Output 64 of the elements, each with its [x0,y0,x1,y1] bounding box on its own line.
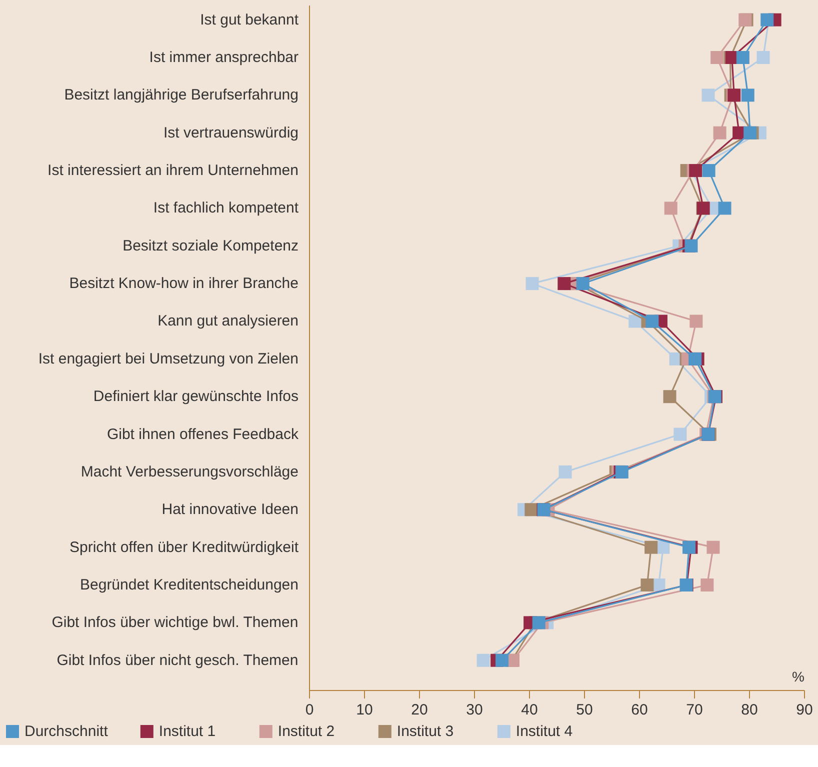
point [700,578,714,592]
y-tick-label: Gibt ihnen offenes Feedback [106,426,299,443]
point [702,88,715,102]
y-tick-label: Besitzt langjährige Berufserfahrung [64,86,299,104]
y-tick-label: Kann gut analysieren [158,312,299,330]
legend-label: Institut 1 [158,723,216,740]
point [644,540,658,554]
y-tick-label: Besitzt soziale Kompetenz [122,237,298,254]
legend-label: Institut 4 [516,723,573,740]
legend-label: Durchschnitt [24,723,109,740]
point [524,503,538,516]
point [706,540,720,554]
x-tick-label: 40 [521,702,538,718]
point [710,50,724,64]
point [532,616,546,630]
point [558,277,571,290]
x-tick-label: 90 [796,702,813,718]
point [689,164,702,178]
point [663,390,676,404]
point [646,314,659,328]
point [690,314,703,328]
point [476,654,490,667]
x-tick-label: 0 [305,702,314,718]
y-tick-label: Gibt Infos über wichtige bwl. Themen [52,614,298,632]
point [702,164,716,178]
point [664,202,678,215]
y-tick-label: Macht Verbesserungsvorschläge [80,463,299,480]
x-tick-label: 70 [686,702,703,718]
point [741,88,754,102]
y-tick-label: Ist vertrauenswürdig [163,124,299,142]
y-tick-label: Hat innovative Ideen [162,501,299,518]
x-tick-label: 80 [741,702,758,718]
x-tick-label: 10 [356,702,373,718]
y-tick-label: Besitzt Know-how in ihrer Branche [69,275,299,292]
y-tick-label: Begründet Kreditentscheidungen [80,576,299,594]
y-tick-label: Ist gut bekannt [200,11,300,28]
x-tick-label: 50 [576,702,593,718]
x-tick-label: 30 [466,702,483,718]
point [718,202,732,215]
point [526,277,539,290]
y-tick-label: Ist immer ansprechbar [149,48,299,66]
point [628,314,642,328]
point [682,540,696,554]
point [713,126,726,140]
point [756,50,770,64]
y-tick-label: Ist interessiert an ihrem Unternehmen [48,162,299,180]
x-axis-title: % [792,668,805,684]
point [640,578,654,592]
point [688,352,702,366]
y-tick-label: Gibt Infos über nicht gesch. Themen [56,652,298,669]
y-tick-label: Spricht offen über Kreditwürdigkeit [69,538,300,556]
x-tick-label: 60 [631,702,648,718]
point [496,654,508,667]
point [558,465,572,478]
point [684,239,698,252]
y-tick-label: Definiert klar gewünschte Infos [93,388,299,406]
point [576,277,590,290]
y-tick-label: Ist fachlich kompetent [153,200,300,217]
point [674,428,687,441]
point [736,50,750,64]
y-tick-label: Ist engagiert bei Umsetzung von Zielen [38,350,299,368]
x-tick-label: 20 [411,702,428,718]
legend-label: Institut 2 [278,723,335,740]
legend-label: Institut 3 [396,723,454,740]
